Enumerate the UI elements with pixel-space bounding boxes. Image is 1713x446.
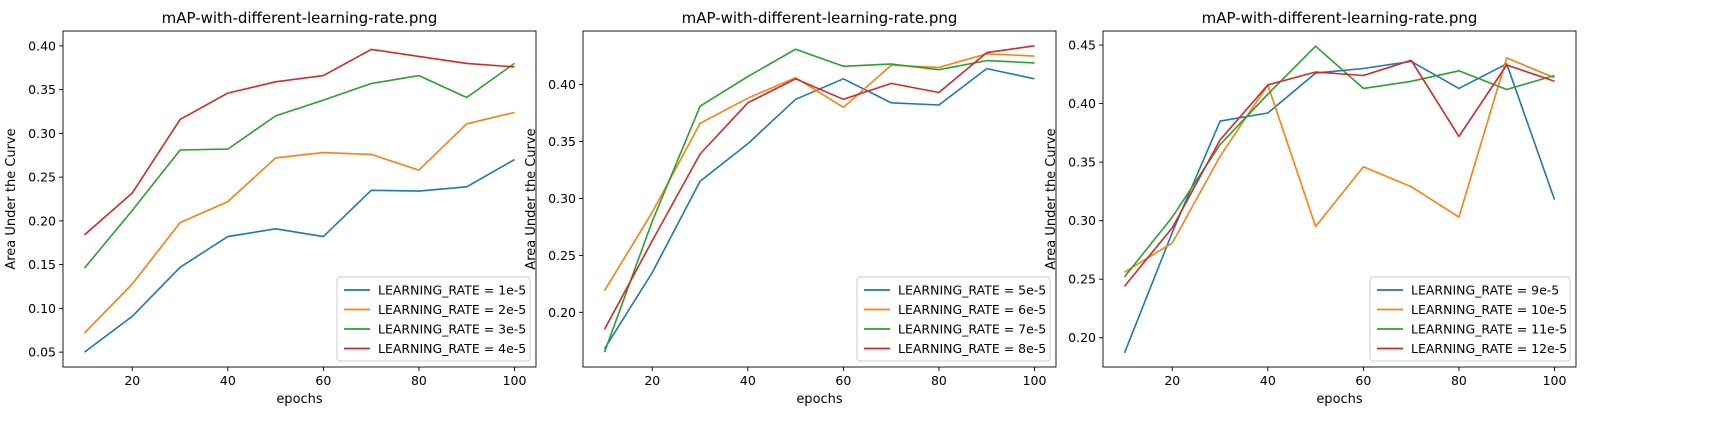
legend-label: LEARNING_RATE = 7e-5	[898, 322, 1046, 337]
legend: LEARNING_RATE = 1e-5 LEARNING_RATE = 2e-5…	[336, 276, 531, 362]
x-axis-label: epochs	[796, 392, 843, 407]
legend: LEARNING_RATE = 5e-5 LEARNING_RATE = 6e-5…	[856, 276, 1051, 362]
y-tick-label: 0.20	[28, 213, 56, 228]
legend-box	[1369, 276, 1571, 362]
x-tick-label: 100	[1023, 373, 1047, 388]
legend-label: LEARNING_RATE = 10e-5	[1411, 302, 1567, 317]
x-tick-label: 20	[1164, 373, 1180, 388]
y-tick-label: 0.25	[1068, 272, 1096, 287]
series-line-4	[1123, 59, 1555, 287]
legend-label: LEARNING_RATE = 6e-5	[898, 302, 1046, 317]
legend-label: LEARNING_RATE = 9e-5	[1411, 283, 1559, 298]
y-tick-label: 0.20	[1068, 330, 1096, 345]
legend-label: LEARNING_RATE = 12e-5	[1411, 341, 1567, 356]
y-tick-label: 0.20	[548, 305, 576, 320]
x-tick-label: 80	[1451, 373, 1467, 388]
y-tick-label: 0.15	[28, 257, 56, 272]
x-tick-label: 100	[503, 373, 527, 388]
y-tick-label: 0.40	[28, 38, 56, 53]
x-tick-label: 20	[644, 373, 660, 388]
x-tick-label: 40	[220, 373, 236, 388]
y-axis-label: Area Under the Curve	[4, 128, 19, 269]
chart-panel-3: mAP-with-different-learning-rate.png 20 40…	[1044, 9, 1577, 407]
legend-label: LEARNING_RATE = 3e-5	[378, 322, 526, 337]
legend-label: LEARNING_RATE = 11e-5	[1411, 322, 1567, 337]
x-tick-label: 100	[1543, 373, 1567, 388]
x-tick-label: 40	[740, 373, 756, 388]
series-line-2	[603, 52, 1035, 292]
y-tick-label: 0.10	[28, 301, 56, 316]
plot-frame	[582, 30, 1057, 368]
legend: LEARNING_RATE = 9e-5 LEARNING_RATE = 10e-…	[1369, 276, 1571, 362]
chart-title: mAP-with-different-learning-rate.png	[682, 9, 958, 27]
y-tick-label: 0.25	[28, 170, 56, 185]
y-tick-label: 0.05	[28, 345, 56, 360]
series-line-4	[603, 45, 1035, 330]
legend-box	[856, 276, 1051, 362]
legend-box	[336, 276, 531, 362]
plot-frame	[1102, 30, 1577, 368]
x-axis-label: epochs	[1316, 392, 1363, 407]
x-tick-label: 60	[1355, 373, 1371, 388]
y-axis-label: Area Under the Curve	[524, 128, 539, 269]
y-tick-label: 0.35	[548, 134, 576, 149]
y-tick-label: 0.30	[1068, 213, 1096, 228]
x-tick-label: 80	[411, 373, 427, 388]
series-line-1	[1123, 60, 1556, 354]
y-tick-label: 0.30	[548, 191, 576, 206]
y-tick-label: 0.25	[548, 248, 576, 263]
series-line-3	[83, 62, 515, 269]
legend-label: LEARNING_RATE = 4e-5	[378, 341, 526, 356]
chart-title: mAP-with-different-learning-rate.png	[1202, 9, 1478, 27]
series-line-2	[83, 111, 515, 334]
y-tick-label: 0.35	[28, 82, 56, 97]
legend-label: LEARNING_RATE = 8e-5	[898, 341, 1046, 356]
x-tick-label: 40	[1260, 373, 1276, 388]
x-tick-label: 60	[835, 373, 851, 388]
series-line-1	[84, 158, 515, 353]
y-tick-label: 0.30	[28, 126, 56, 141]
series-line-4	[83, 48, 515, 236]
x-tick-label: 60	[315, 373, 331, 388]
legend-label: LEARNING_RATE = 5e-5	[898, 283, 1046, 298]
x-axis-label: epochs	[276, 392, 323, 407]
y-tick-label: 0.35	[1068, 155, 1096, 170]
x-tick-label: 80	[931, 373, 947, 388]
series-line-3	[603, 48, 1035, 353]
series-line-3	[1123, 45, 1555, 278]
x-tick-label: 20	[124, 373, 140, 388]
plot-frame	[62, 30, 537, 368]
chart-title: mAP-with-different-learning-rate.png	[162, 9, 438, 27]
series-line-2	[1124, 57, 1555, 273]
chart-panel-2: mAP-with-different-learning-rate.png 20 40…	[524, 9, 1057, 407]
y-tick-label: 0.40	[1068, 96, 1096, 111]
legend-label: LEARNING_RATE = 1e-5	[378, 283, 526, 298]
y-axis-label: Area Under the Curve	[1044, 128, 1059, 269]
y-tick-label: 0.45	[1068, 38, 1096, 53]
y-tick-label: 0.40	[548, 77, 576, 92]
legend-label: LEARNING_RATE = 2e-5	[378, 302, 526, 317]
chart-panel-1: mAP-with-different-learning-rate.png 20 40…	[4, 9, 537, 407]
